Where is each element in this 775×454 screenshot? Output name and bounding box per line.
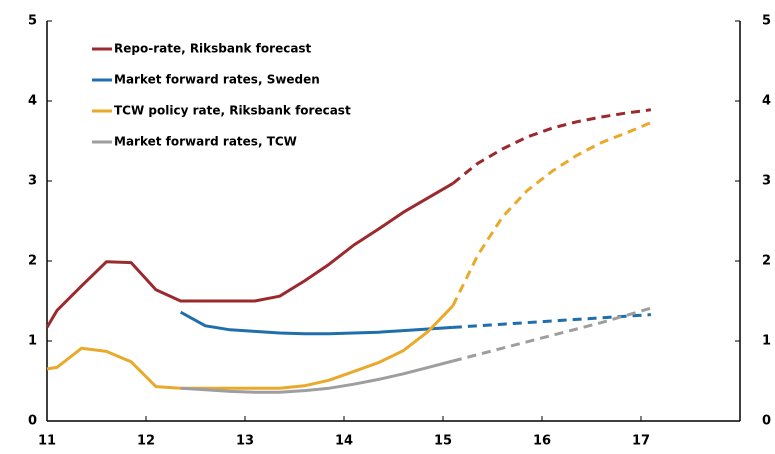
series-line <box>180 359 454 394</box>
forecast-line <box>451 108 652 185</box>
x-tick-label: 11 <box>38 434 56 449</box>
y-tick-label: 5 <box>28 14 37 29</box>
legend-label: Market forward rates, Sweden <box>114 73 320 87</box>
y2-tick-label: 4 <box>762 94 771 109</box>
legend-label: TCW policy rate, Riksbank forecast <box>114 104 351 118</box>
x-tick-label: 15 <box>434 434 452 449</box>
y-tick-label: 0 <box>28 414 37 429</box>
y-tick-label: 4 <box>28 94 37 109</box>
x-tick-label: 17 <box>632 434 650 449</box>
x-tick-label: 14 <box>335 434 353 449</box>
x-tick-label: 12 <box>137 434 155 449</box>
x-tick-label: 16 <box>533 434 551 449</box>
legend-label: Market forward rates, TCW <box>114 135 297 149</box>
y2-tick-label: 0 <box>762 414 771 429</box>
y-tick-label: 1 <box>28 334 37 349</box>
series-line <box>45 182 454 329</box>
y2-tick-label: 3 <box>762 174 771 189</box>
y2-tick-label: 1 <box>762 334 771 349</box>
forecast-line <box>451 121 652 307</box>
x-tick-label: 13 <box>236 434 254 449</box>
forecast-line <box>452 313 651 329</box>
legend-label: Repo-rate, Riksbank forecast <box>114 42 312 56</box>
y-tick-label: 2 <box>28 254 37 269</box>
y2-tick-label: 2 <box>762 254 771 269</box>
y-tick-label: 3 <box>28 174 37 189</box>
y2-tick-label: 5 <box>762 14 771 29</box>
series-line <box>179 310 453 336</box>
forecast-line <box>452 306 652 363</box>
series-line <box>46 304 454 390</box>
